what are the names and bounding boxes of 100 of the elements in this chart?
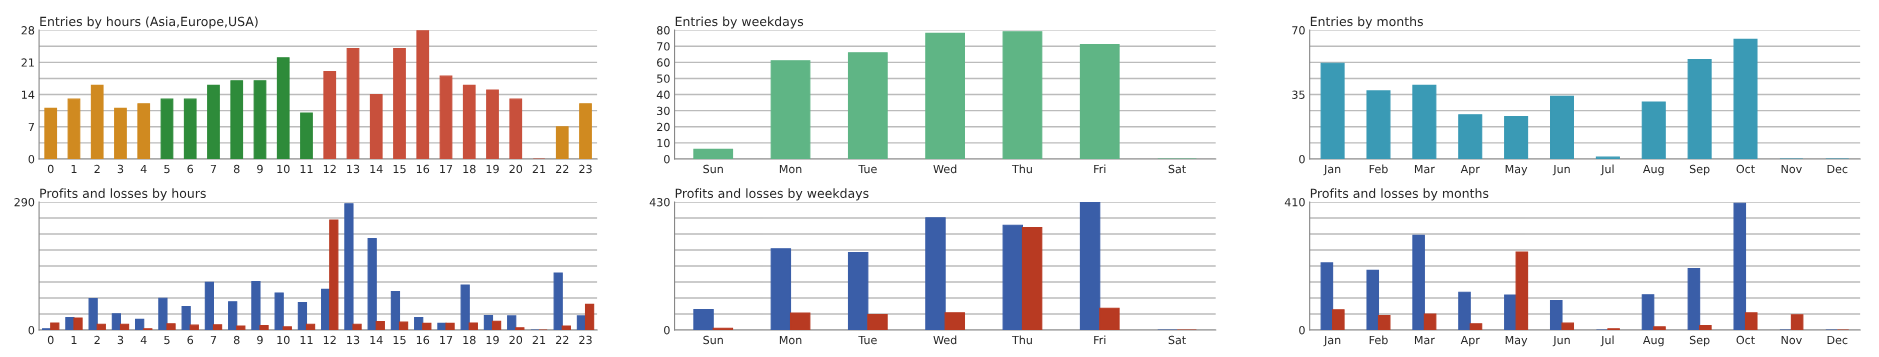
x-tick-label: Jul — [1600, 335, 1614, 347]
y-tick-label: 50 — [657, 74, 670, 83]
x-tick-label: 9 — [257, 335, 263, 345]
y-tick-label: 70 — [1292, 26, 1305, 35]
y-tick-label: 7 — [28, 122, 34, 132]
x-tick-label: Dec — [1827, 335, 1848, 345]
x-tick-label: 23 — [579, 335, 592, 345]
x-tick-label: Sat — [1168, 335, 1186, 345]
y-tick-label: 430 — [649, 198, 670, 207]
x-tick-label: 15 — [393, 164, 406, 174]
x-tick-label: 14 — [370, 164, 383, 174]
chart-title: Entries by hours (Asia,Europe,USA) — [40, 16, 258, 29]
chart-title: Entries by months — [1310, 16, 1423, 29]
x-tick-label: 9 — [257, 164, 263, 174]
x-tick-label: 8 — [233, 164, 240, 174]
x-tick-label: 2 — [94, 335, 100, 345]
x-tick-label: 22 — [556, 335, 569, 345]
x-tick-label: 13 — [347, 164, 360, 174]
x-tick-label: 3 — [117, 335, 124, 345]
x-tick-label: May — [1505, 335, 1528, 347]
y-tick-label: 0 — [28, 325, 35, 335]
x-tick-label: Jul — [1600, 164, 1614, 176]
x-tick-label: 11 — [300, 164, 313, 174]
y-tick-label: 410 — [1284, 198, 1305, 207]
y-tick-label: 20 — [657, 122, 670, 132]
y-tick-label: 30 — [657, 106, 670, 116]
x-tick-label: Aug — [1642, 335, 1664, 347]
x-tick-label: 7 — [210, 335, 217, 345]
x-tick-label: Mar — [1414, 164, 1435, 174]
x-tick-label: 14 — [370, 335, 383, 345]
x-tick-label: 20 — [509, 335, 523, 345]
x-tick-label: 0 — [47, 164, 54, 174]
x-tick-label: Thu — [1011, 335, 1032, 345]
x-tick-label: Sun — [703, 164, 723, 174]
chart-title: Profits and losses by hours — [40, 188, 206, 201]
x-tick-label: Feb — [1369, 335, 1388, 345]
x-tick-label: Mon — [779, 335, 802, 345]
y-tick-label: 40 — [656, 90, 670, 99]
chart-title: Profits and losses by weekdays — [675, 188, 869, 201]
x-tick-label: 5 — [164, 335, 170, 345]
x-tick-label: Dec — [1827, 164, 1848, 174]
y-tick-label: 28 — [21, 26, 35, 35]
x-tick-label: Aug — [1642, 164, 1664, 176]
x-tick-label: Sep — [1689, 164, 1710, 176]
x-tick-label: 7 — [210, 164, 217, 174]
x-tick-label: Apr — [1460, 164, 1480, 176]
y-tick-label: 290 — [14, 198, 35, 207]
x-tick-label: Wed — [933, 335, 957, 345]
x-tick-label: 21 — [532, 335, 546, 345]
y-tick-label: 80 — [657, 26, 670, 35]
x-tick-label: 12 — [323, 335, 336, 345]
x-tick-label: Jan — [1323, 335, 1341, 347]
x-tick-label: Feb — [1369, 164, 1388, 174]
x-tick-label: Oct — [1736, 335, 1755, 345]
x-tick-label: 6 — [187, 335, 194, 345]
x-tick-label: Wed — [933, 164, 957, 174]
x-tick-label: Sun — [703, 335, 723, 345]
x-tick-label: 16 — [416, 335, 430, 345]
y-tick-label: 0 — [28, 154, 35, 164]
x-tick-label: 10 — [277, 335, 290, 345]
y-tick-label: 10 — [657, 138, 670, 148]
x-tick-label: Jun — [1552, 164, 1570, 176]
x-tick-label: 22 — [556, 164, 569, 174]
x-tick-label: 6 — [187, 164, 194, 174]
x-tick-label: 1 — [71, 164, 77, 174]
x-tick-label: 11 — [300, 335, 313, 345]
x-tick-label: Jun — [1552, 335, 1570, 347]
x-tick-label: Jan — [1323, 164, 1341, 176]
x-tick-label: 23 — [579, 164, 592, 174]
x-tick-label: 20 — [509, 164, 523, 174]
x-tick-label: 12 — [323, 164, 336, 174]
x-tick-label: Nov — [1781, 335, 1802, 345]
x-tick-label: Fri — [1094, 164, 1106, 174]
y-tick-label: 14 — [22, 90, 35, 99]
x-tick-label: 8 — [233, 335, 240, 345]
x-tick-label: 19 — [486, 335, 499, 345]
x-tick-label: 4 — [140, 335, 147, 345]
x-tick-label: 2 — [94, 164, 100, 174]
x-tick-label: 16 — [416, 164, 430, 174]
x-tick-label: 19 — [486, 164, 499, 174]
y-tick-label: 0 — [664, 154, 670, 164]
chart-title: Entries by weekdays — [675, 16, 804, 29]
x-tick-label: 10 — [277, 164, 290, 174]
y-tick-label: 0 — [1299, 325, 1305, 335]
y-tick-label: 0 — [1299, 154, 1305, 164]
x-tick-label: Mon — [779, 164, 802, 174]
x-tick-label: Oct — [1736, 164, 1755, 174]
x-tick-label: Nov — [1781, 164, 1802, 174]
x-tick-label: Tue — [858, 164, 877, 174]
x-tick-label: May — [1505, 164, 1528, 176]
x-tick-label: 15 — [393, 335, 406, 345]
x-tick-label: Sat — [1168, 164, 1186, 174]
x-tick-label: Apr — [1460, 335, 1480, 347]
y-tick-label: 0 — [664, 325, 670, 335]
x-tick-label: 5 — [164, 164, 170, 174]
x-tick-label: 17 — [440, 164, 453, 174]
x-tick-label: 21 — [532, 164, 546, 174]
chart-title: Profits and losses by months — [1310, 188, 1489, 201]
x-tick-label: Sep — [1689, 335, 1710, 347]
x-tick-label: Tue — [858, 335, 877, 345]
